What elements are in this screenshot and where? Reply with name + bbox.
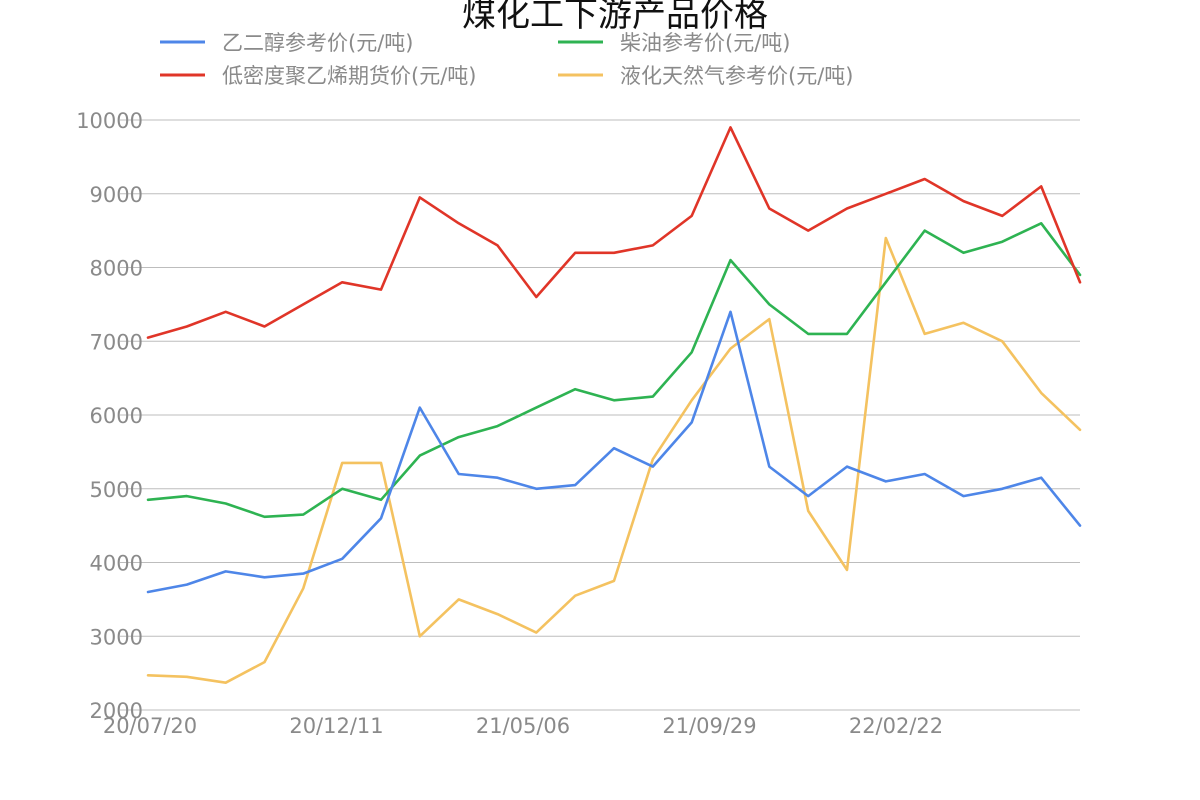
y-tick-label: 7000: [90, 330, 143, 354]
x-tick-label: 21/05/06: [476, 714, 570, 738]
y-tick-label: 2000: [90, 699, 143, 723]
series-line: [146, 310, 1082, 594]
x-axis: 20/07/20 20/12/11 21/05/06 21/09/29 22/02/22: [103, 714, 943, 738]
chart-grid: [120, 119, 1080, 711]
y-axis: 2000 3000 4000 5000 6000 7000 8000 9000 10000: [76, 109, 143, 723]
series-line: [146, 222, 1082, 519]
y-tick-label: 9000: [90, 183, 143, 207]
x-tick-label: 20/12/11: [289, 714, 383, 738]
chart-title: 煤化工下游产品价格: [462, 0, 768, 35]
legend-label: 乙二醇参考价(元/吨): [222, 31, 413, 55]
y-tick-label: 8000: [90, 257, 143, 281]
plot-area: [146, 126, 1082, 685]
x-tick-label: 22/02/22: [849, 714, 943, 738]
series-line: [146, 236, 1082, 685]
y-tick-label: 6000: [90, 404, 143, 428]
x-tick-label: 20/07/20: [103, 714, 197, 738]
y-tick-label: 4000: [90, 552, 143, 576]
legend-label: 柴油参考价(元/吨): [620, 31, 790, 55]
legend-label: 液化天然气参考价(元/吨): [620, 64, 853, 88]
y-tick-label: 3000: [90, 625, 143, 649]
x-tick-label: 21/09/29: [662, 714, 756, 738]
y-tick-label: 5000: [90, 478, 143, 502]
y-tick-label: 10000: [76, 109, 143, 133]
chart-legend: 乙二醇参考价(元/吨) 柴油参考价(元/吨) 低密度聚乙烯期货价(元/吨) 液化天然气…: [160, 31, 853, 88]
legend-item: 低密度聚乙烯期货价(元/吨): [160, 64, 476, 88]
legend-item: 液化天然气参考价(元/吨): [558, 64, 853, 88]
legend-item: 柴油参考价(元/吨): [558, 31, 790, 55]
legend-label: 低密度聚乙烯期货价(元/吨): [222, 64, 476, 88]
legend-item: 乙二醇参考价(元/吨): [160, 31, 413, 55]
series-line: [146, 126, 1082, 339]
